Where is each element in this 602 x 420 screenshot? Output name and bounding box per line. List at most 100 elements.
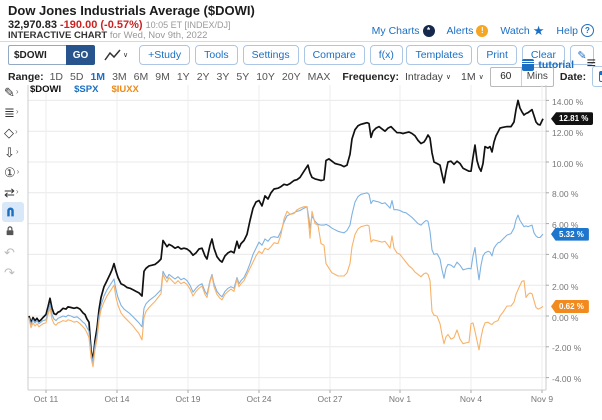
chevron-right-icon: › [15, 127, 18, 136]
annotation-number-icon: ① [4, 164, 16, 180]
minutes-unit-label: Mins [520, 67, 553, 86]
range-option-1y[interactable]: 1Y [176, 70, 190, 83]
arrow-tool[interactable]: ⇩ › [2, 142, 24, 162]
chart-legend: $DOWI $SPX $IUXX [30, 84, 139, 95]
chart-toolbar: GO ∨ +Study Tools Settings Compare f(x) … [8, 45, 472, 65]
range-option-9m[interactable]: 9M [155, 70, 170, 83]
quick-link-my-charts[interactable]: My Charts * [371, 24, 435, 37]
y-axis-tick-label: 8.00 % [552, 189, 579, 200]
chevron-down-icon: ∨ [478, 73, 484, 81]
chart-type-selector[interactable]: ∨ [104, 49, 128, 62]
shapes-tool[interactable]: ◇ › [2, 122, 24, 142]
y-axis-tick-label: -4.00 % [552, 374, 582, 385]
undo-icon: ↶ [4, 244, 15, 260]
tutorial-label: tutorial [538, 59, 574, 71]
add-study-button[interactable]: +Study [139, 45, 191, 65]
last-price: 32,970.83 [8, 19, 57, 31]
range-option-3y[interactable]: 3Y [216, 70, 230, 83]
legend-item-dowi[interactable]: $DOWI [30, 84, 62, 95]
magnet-tool[interactable] [2, 202, 24, 222]
annotation-number-tool[interactable]: ① › [2, 162, 24, 182]
annotate-icon: ✎ [4, 84, 15, 100]
lock-tool[interactable] [2, 222, 24, 242]
chevron-down-icon: ∨ [123, 52, 129, 59]
arrow-icon: ⇩ [4, 144, 15, 160]
pencil-icon: ✎ [577, 49, 587, 62]
chevron-right-icon: › [16, 167, 20, 176]
y-axis-tick-label: 14.00 % [552, 96, 584, 107]
annotate-button[interactable]: ✎ [570, 45, 594, 65]
templates-button[interactable]: Templates [406, 45, 473, 65]
tutorial-link[interactable]: tutorial [522, 59, 574, 71]
x-axis-tick-label: Oct 24 [246, 394, 272, 404]
minutes-widget: Mins [489, 66, 554, 87]
print-button[interactable]: Print [477, 45, 517, 65]
compare-button[interactable]: Compare [303, 45, 365, 65]
alert-icon: ! [476, 24, 489, 37]
quick-link-label: Alerts [446, 24, 474, 37]
range-option-2y[interactable]: 2Y [196, 70, 210, 83]
redo-button[interactable]: ↷ [2, 262, 24, 282]
range-option-5d[interactable]: 5D [70, 70, 84, 83]
price-chart[interactable]: $DOWI $SPX $IUXX 14.00 % 12.00 % 10.00 % 8.00… [24, 80, 602, 415]
range-option-5y[interactable]: 5Y [236, 70, 250, 83]
range-option-max[interactable]: MAX [307, 70, 331, 83]
minutes-input[interactable] [490, 70, 521, 83]
range-option-3m[interactable]: 3M [112, 70, 127, 83]
compare-arrows-tool[interactable]: ⇄ › [2, 182, 24, 202]
undo-button[interactable]: ↶ [2, 242, 24, 262]
legend-item-iuxx[interactable]: $IUXX [111, 84, 139, 95]
y-axis-tick-label: 6.00 % [552, 220, 579, 231]
symbol-entry: GO [8, 45, 95, 65]
range-option-1m[interactable]: 1M [90, 70, 106, 83]
fx-button[interactable]: f(x) [369, 45, 403, 65]
settings-button[interactable]: Settings [242, 45, 299, 65]
shapes-icon: ◇ [4, 124, 14, 140]
frequency-select[interactable]: Intraday ∨ [405, 71, 451, 83]
annotation-tool-rail: ✎ › ≣ › ◇ › ⇩ › ① › ⇄ › ↶ ↷ [2, 82, 24, 282]
period-value: 1M [461, 70, 476, 83]
fibonacci-tool[interactable]: ≣ › [2, 102, 24, 122]
chevron-down-icon: ∨ [445, 73, 452, 81]
annotate-tool[interactable]: ✎ › [2, 82, 24, 102]
fibonacci-icon: ≣ [4, 104, 15, 120]
x-axis-tick-label: Oct 14 [104, 394, 130, 404]
quick-links: My Charts * Alerts! Watch ★ Help? [372, 24, 594, 37]
calendar-icon [599, 71, 602, 82]
magnet-icon [4, 205, 17, 220]
symbol-input[interactable] [8, 45, 66, 65]
menu-icon[interactable]: ≡ [586, 55, 596, 72]
range-option-6m[interactable]: 6M [133, 70, 149, 83]
y-axis-tick-label: 4.00 % [552, 250, 579, 261]
date-picker-button[interactable] [592, 66, 602, 87]
x-axis-tick-label: Oct 11 [33, 394, 59, 404]
tools-button[interactable]: Tools [195, 45, 238, 65]
chevron-right-icon: › [15, 147, 19, 156]
lock-icon [4, 225, 16, 239]
quick-link-label: My Charts [371, 24, 420, 37]
range-options: 1D 5D 1M 3M 6M 9M 1Y 2Y 3Y 5Y 10Y 20Y MAX [50, 71, 331, 83]
period-select[interactable]: 1M ∨ [461, 71, 484, 83]
x-axis-tick-label: Nov 4 [459, 394, 483, 404]
quick-link-alerts[interactable]: Alerts! [446, 24, 489, 37]
range-option-1d[interactable]: 1D [49, 70, 64, 83]
range-label: Range: [8, 70, 44, 83]
line-chart-icon [104, 49, 121, 60]
x-axis-tick-label: Oct 27 [317, 394, 343, 404]
range-option-20y[interactable]: 20Y [281, 70, 301, 83]
quick-link-help[interactable]: Help? [556, 24, 594, 37]
page-title: Dow Jones Industrials Average ($DOWI) [8, 3, 255, 18]
chevron-right-icon: › [15, 107, 19, 116]
go-button[interactable]: GO [66, 45, 95, 65]
quick-link-watch[interactable]: Watch ★ [500, 24, 544, 37]
dowi-last-value-badge: 12.81 % [551, 112, 594, 126]
interactive-chart-label: INTERACTIVE CHART [8, 30, 108, 41]
quote-timestamp: 10:05 ET [INDEX/DJ] [145, 20, 231, 30]
range-option-10y[interactable]: 10Y [256, 70, 275, 83]
chart-subtitle: INTERACTIVE CHART for Wed, Nov 9th, 2022 [8, 30, 207, 41]
legend-item-spx[interactable]: $SPX [74, 84, 99, 95]
help-icon: ? [581, 24, 594, 37]
price-change: -190.00 (-0.57%) [60, 19, 143, 31]
series-line-dowi [28, 99, 544, 362]
